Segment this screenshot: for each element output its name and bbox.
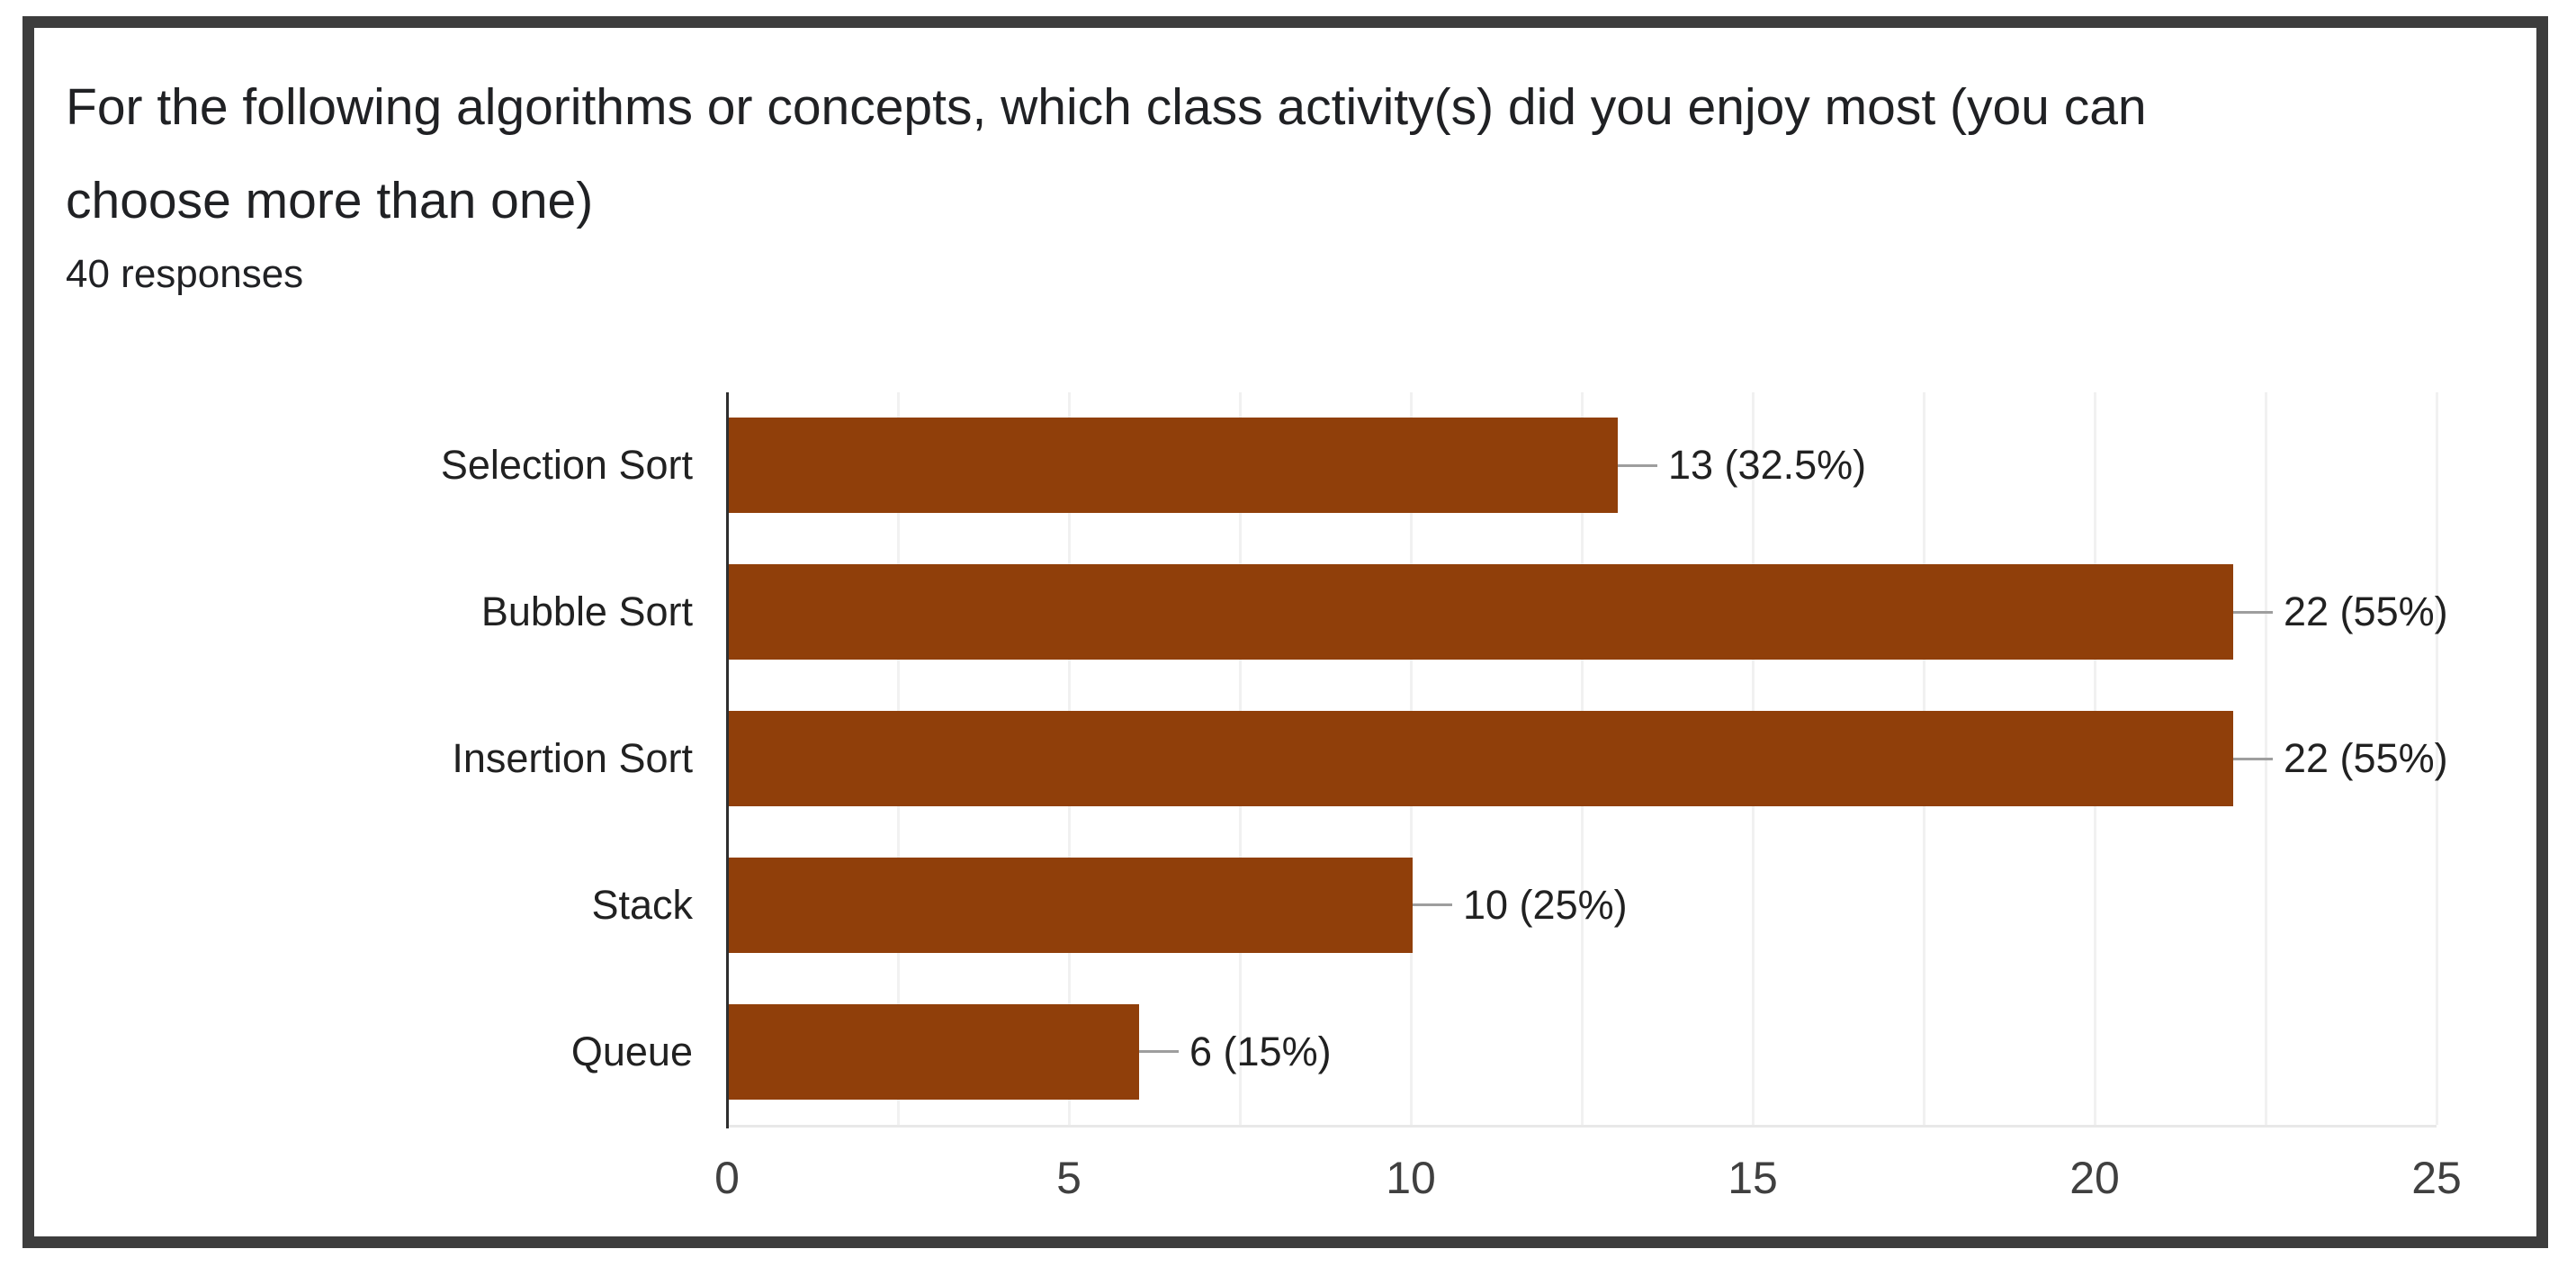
x-tick-label: 10 <box>1386 1153 1436 1203</box>
x-tick-label: 5 <box>1056 1153 1082 1203</box>
value-label: 10 (25%) <box>1463 882 1628 928</box>
bar <box>729 1004 1139 1100</box>
value-label: 6 (15%) <box>1189 1029 1332 1074</box>
bar <box>729 418 1618 513</box>
x-tick-label: 0 <box>714 1153 740 1203</box>
response-count: 40 responses <box>66 252 304 296</box>
gridline <box>2436 392 2438 1125</box>
x-tick-label: 15 <box>1728 1153 1778 1203</box>
question-title-line-1: For the following algorithms or concepts… <box>66 78 2147 136</box>
value-label: 22 (55%) <box>2284 735 2448 781</box>
value-connector-line <box>1413 903 1452 906</box>
x-tick-label: 20 <box>2069 1153 2120 1203</box>
question-title: For the following algorithms or concepts… <box>66 60 2536 247</box>
question-title-line-2: choose more than one) <box>66 172 594 229</box>
bar <box>729 858 1413 953</box>
category-label: Selection Sort <box>440 442 693 488</box>
category-label: Queue <box>570 1029 693 1074</box>
value-connector-line <box>1618 464 1657 467</box>
form-summary-card: For the following algorithms or concepts… <box>22 16 2548 1248</box>
x-tick-label: 25 <box>2411 1153 2462 1203</box>
value-connector-line <box>1139 1050 1179 1053</box>
value-connector-line <box>2233 611 2273 614</box>
bar-chart: Selection Sort 13 (32.5%) Bubble Sort 22 (5… <box>34 28 2536 1236</box>
category-label: Stack <box>591 882 693 928</box>
value-label: 13 (32.5%) <box>1668 442 1867 488</box>
y-axis-line <box>726 392 729 1128</box>
category-label: Insertion Sort <box>452 735 693 781</box>
bar <box>729 564 2233 660</box>
bar <box>729 711 2233 806</box>
category-label: Bubble Sort <box>480 589 693 634</box>
value-connector-line <box>2233 758 2273 760</box>
value-label: 22 (55%) <box>2284 589 2448 634</box>
axis-baseline <box>727 1125 2437 1128</box>
